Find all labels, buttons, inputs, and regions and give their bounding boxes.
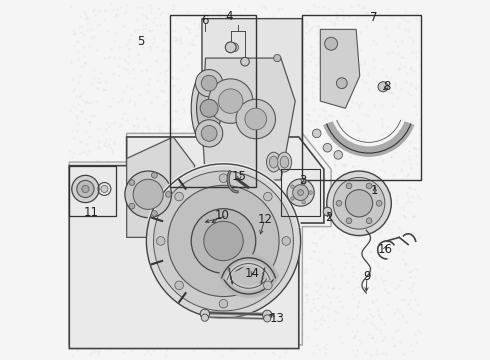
Bar: [302, 15, 421, 180]
Circle shape: [291, 185, 294, 188]
Polygon shape: [69, 137, 324, 348]
Circle shape: [274, 54, 281, 62]
Circle shape: [323, 143, 332, 152]
Circle shape: [378, 82, 388, 92]
Circle shape: [82, 185, 89, 193]
Circle shape: [219, 300, 228, 308]
Circle shape: [264, 281, 272, 290]
Circle shape: [337, 78, 347, 89]
Circle shape: [208, 79, 253, 123]
Circle shape: [298, 190, 303, 195]
Text: 14: 14: [245, 267, 260, 280]
Text: 15: 15: [232, 170, 246, 183]
Circle shape: [230, 43, 239, 51]
Circle shape: [129, 203, 135, 209]
Ellipse shape: [270, 156, 278, 168]
Circle shape: [282, 237, 291, 245]
Circle shape: [327, 171, 392, 235]
Circle shape: [263, 310, 272, 319]
Text: 13: 13: [270, 311, 285, 325]
Circle shape: [334, 150, 343, 159]
Text: 4: 4: [225, 10, 233, 23]
Circle shape: [313, 129, 321, 138]
Circle shape: [156, 237, 165, 245]
Circle shape: [346, 218, 352, 224]
Text: 11: 11: [84, 206, 99, 219]
Circle shape: [200, 309, 210, 319]
Circle shape: [323, 207, 332, 216]
Text: 16: 16: [377, 243, 392, 256]
Circle shape: [219, 174, 228, 183]
Circle shape: [345, 190, 373, 217]
Polygon shape: [320, 30, 360, 108]
Circle shape: [204, 221, 243, 261]
Ellipse shape: [267, 152, 281, 172]
Text: 12: 12: [257, 213, 272, 226]
Circle shape: [201, 126, 217, 141]
Circle shape: [151, 172, 157, 178]
Polygon shape: [202, 58, 295, 180]
Ellipse shape: [191, 69, 227, 148]
Circle shape: [133, 179, 163, 210]
Bar: [69, 166, 116, 216]
Circle shape: [175, 192, 183, 201]
Text: 3: 3: [299, 174, 306, 186]
Circle shape: [147, 164, 300, 318]
Circle shape: [219, 89, 243, 113]
Circle shape: [346, 183, 352, 189]
Ellipse shape: [196, 81, 221, 136]
Circle shape: [175, 281, 183, 290]
Circle shape: [196, 120, 223, 147]
Circle shape: [166, 192, 171, 197]
Polygon shape: [69, 134, 331, 345]
Circle shape: [241, 57, 249, 66]
Text: 5: 5: [137, 35, 145, 49]
Circle shape: [264, 192, 272, 201]
Circle shape: [366, 218, 372, 224]
Text: 8: 8: [383, 80, 391, 93]
Circle shape: [168, 185, 279, 297]
Text: 6: 6: [201, 14, 209, 27]
Ellipse shape: [280, 156, 289, 168]
Circle shape: [336, 201, 342, 206]
Circle shape: [191, 209, 256, 273]
Circle shape: [225, 42, 236, 53]
Circle shape: [264, 315, 271, 322]
Circle shape: [125, 171, 172, 218]
Text: 1: 1: [371, 184, 379, 197]
Circle shape: [196, 69, 223, 97]
Text: 9: 9: [363, 270, 370, 283]
Circle shape: [129, 180, 135, 185]
Circle shape: [309, 191, 313, 194]
Text: 10: 10: [214, 210, 229, 222]
Polygon shape: [202, 19, 302, 234]
Text: 7: 7: [370, 12, 378, 24]
Circle shape: [201, 314, 208, 321]
Circle shape: [324, 37, 338, 50]
Circle shape: [77, 180, 94, 198]
Circle shape: [245, 108, 267, 130]
Circle shape: [291, 197, 294, 200]
Bar: [170, 15, 256, 187]
Circle shape: [151, 211, 157, 216]
Circle shape: [302, 200, 305, 204]
Circle shape: [72, 175, 99, 203]
Polygon shape: [69, 140, 170, 187]
Circle shape: [236, 99, 275, 139]
Circle shape: [200, 99, 218, 117]
Circle shape: [293, 185, 309, 201]
Circle shape: [101, 185, 108, 193]
Circle shape: [201, 75, 217, 91]
Polygon shape: [126, 137, 195, 237]
Circle shape: [366, 183, 372, 189]
Text: 2: 2: [325, 211, 333, 224]
Bar: [281, 169, 320, 216]
Circle shape: [376, 201, 382, 206]
Circle shape: [333, 177, 385, 229]
Ellipse shape: [277, 152, 292, 172]
Circle shape: [153, 171, 294, 311]
Circle shape: [302, 181, 305, 185]
Circle shape: [287, 179, 314, 206]
